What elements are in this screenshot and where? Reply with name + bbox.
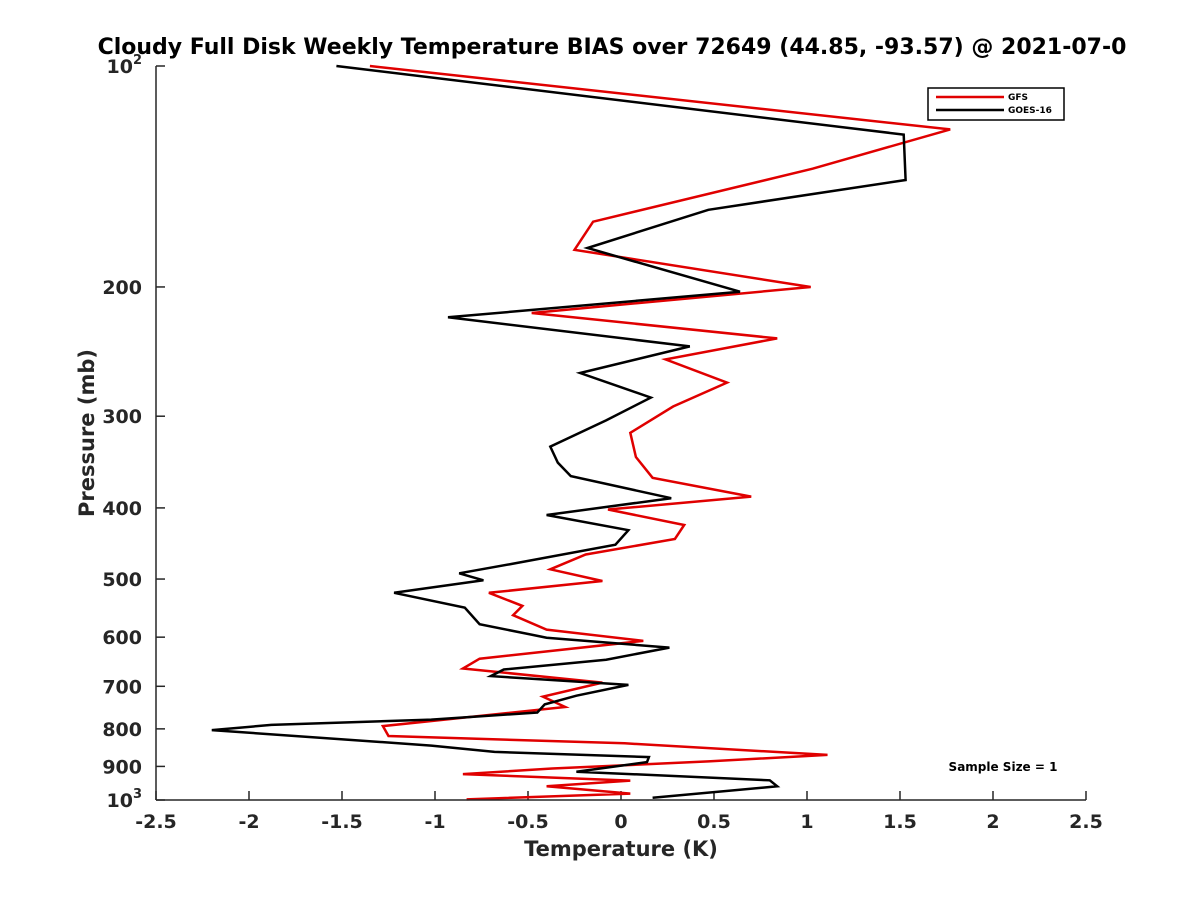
x-tick-label: -1.5 — [321, 811, 363, 833]
x-tick-label: 2 — [986, 811, 999, 833]
x-tick-label: -2 — [238, 811, 259, 833]
x-tick-label: 2.5 — [1069, 811, 1103, 833]
legend-box — [927, 87, 1065, 121]
x-tick-label: 1 — [800, 811, 813, 833]
y-tick-label: 700 — [102, 676, 142, 698]
x-tick-label: -1 — [424, 811, 445, 833]
series-line-goes-16 — [211, 64, 907, 800]
y-tick-label: 300 — [102, 406, 142, 428]
legend: GFS GOES-16 — [927, 87, 1065, 121]
y-tick-exponent: 3 — [133, 787, 142, 802]
y-tick-label: 600 — [102, 627, 142, 649]
x-tick-label: 0.5 — [697, 811, 731, 833]
x-axis-ticks: -2.5 -2 -1.5 -1 -0.5 0 0.5 1 1.5 2 2.5 — [135, 791, 1103, 833]
plot-lines — [211, 64, 951, 801]
y-tick-label: 500 — [102, 569, 142, 591]
y-tick-base: 10 — [107, 56, 133, 78]
y-tick-label: 103 — [107, 787, 143, 812]
x-axis-label: Temperature (K) — [524, 837, 718, 861]
x-tick-label: 1.5 — [883, 811, 917, 833]
legend-label-goes-16: GOES-16 — [1008, 106, 1052, 116]
y-tick-label: 800 — [102, 719, 142, 741]
x-tick-label: -0.5 — [507, 811, 549, 833]
y-axis-label: Pressure (mb) — [75, 349, 99, 517]
y-tick-label: 400 — [102, 498, 142, 520]
legend-label-gfs: GFS — [1008, 93, 1028, 103]
y-tick-base: 10 — [107, 790, 133, 812]
y-tick-exponent: 2 — [133, 53, 142, 68]
y-tick-label: 200 — [102, 277, 142, 299]
chart-title: Cloudy Full Disk Weekly Temperature BIAS… — [98, 35, 1127, 60]
y-tick-label: 102 — [107, 53, 143, 78]
y-tick-label: 900 — [102, 756, 142, 778]
sample-size-annotation: Sample Size = 1 — [949, 760, 1058, 774]
x-tick-label: -2.5 — [135, 811, 177, 833]
series-line-gfs — [369, 64, 951, 801]
x-tick-label: 0 — [614, 811, 627, 833]
